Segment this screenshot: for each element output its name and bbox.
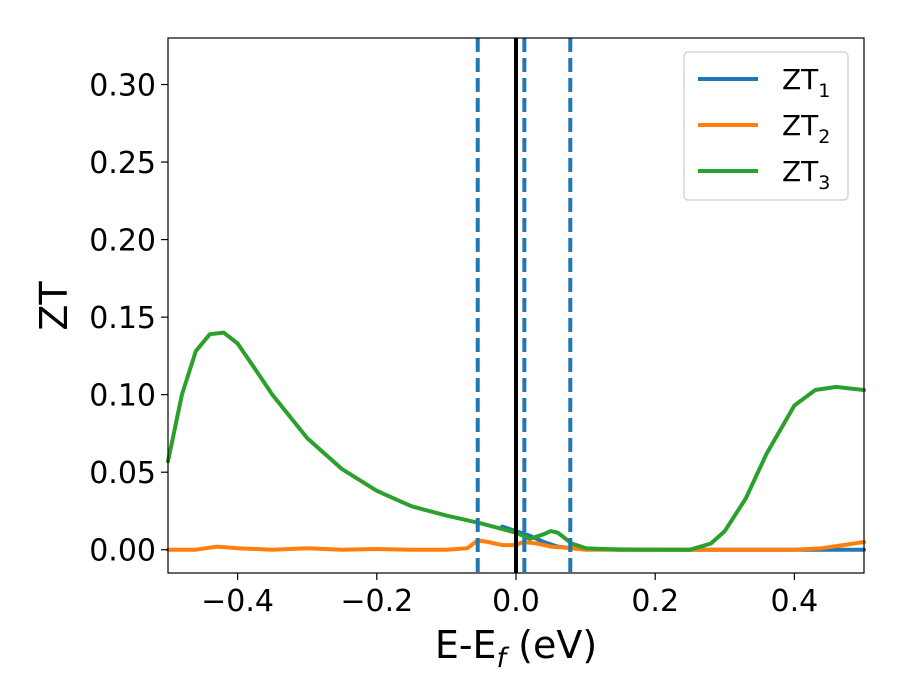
legend: ZT1 ZT2 ZT3 (683, 51, 849, 201)
y-axis-label: ZT (32, 281, 76, 331)
legend-label-zt2: ZT2 (782, 109, 830, 148)
y-tick-label: 0.00 (89, 534, 156, 569)
x-tick-label: −0.2 (340, 584, 413, 619)
y-axis-ticks: 0.00 0.05 0.10 0.15 0.20 0.25 0.30 (89, 69, 168, 569)
series-line-zt3 (166, 330, 866, 552)
y-tick-label: 0.30 (89, 69, 156, 104)
y-tick-label: 0.25 (89, 146, 156, 181)
y-tick-label: 0.15 (89, 301, 156, 336)
x-tick-label: 0.2 (631, 584, 679, 619)
y-tick-label: 0.10 (89, 379, 156, 414)
y-tick-label: 0.05 (89, 456, 156, 491)
legend-frame (683, 51, 849, 201)
x-tick-label: 0.0 (492, 584, 540, 619)
x-tick-label: −0.4 (201, 584, 274, 619)
x-axis-label: E-Ef (eV) (435, 623, 597, 674)
legend-label-zt3: ZT3 (782, 155, 830, 194)
series-line-zt2 (166, 538, 866, 552)
legend-label-zt1: ZT1 (782, 63, 830, 102)
x-tick-label: 0.4 (771, 584, 819, 619)
series-lines (166, 330, 866, 552)
x-axis-ticks: −0.4 −0.2 0.0 0.2 0.4 (201, 573, 818, 619)
y-tick-label: 0.20 (89, 224, 156, 259)
reference-lines (475, 38, 573, 573)
